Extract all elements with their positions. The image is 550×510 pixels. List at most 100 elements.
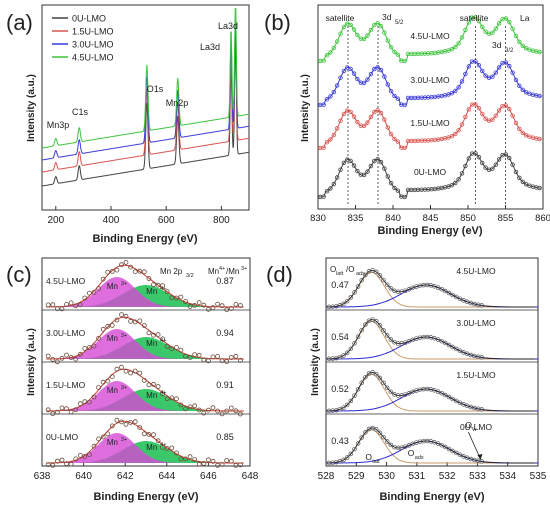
panel-b-data-point [463,163,468,169]
panel-b-xtick-label: 835 [348,213,364,224]
panel-d-rows: 4.5U-LMO 0.47 3.0U-LMO 0.54 1.5U-LMO 0.52 0U-L… [326,266,538,466]
panel-d-data-point [388,286,394,291]
panel-b-data-point [483,116,488,121]
panel-c-data-point [100,276,106,282]
panel-b: (b) Binding Energy (eV) Intensity (a.u.)… [264,4,550,237]
panel-c-sample-label: 4.5U-LMO [46,276,86,286]
panel-b-data-point [334,83,340,88]
panel-c-data-point [91,343,97,349]
panel-d-ratio-den-sub: ads [356,271,365,277]
panel-b-data-point [476,154,482,160]
panel-c-data-point [187,454,193,460]
panel-b-xtick-label: 860 [535,213,550,224]
panel-c-data-point [169,295,175,301]
panel-d-data-point [348,451,354,457]
panel-b-data-point [392,93,397,99]
panel-c-data-point [96,436,101,442]
panel-d-data-point [453,398,459,404]
panel-c-data-point [77,302,83,308]
panel-b-data-point [493,113,498,118]
panel-a-xticks: 200 400 600 800 [47,206,230,226]
panel-d-ratio-num-sub: latt [336,271,344,277]
panel-d-data-point [446,446,452,452]
panel-c-mn3-label: Mn [107,334,118,343]
panel-d-ratio-value: 0.52 [331,384,349,394]
panel-d-olatt-component [326,271,538,308]
panel-a-peak-label: La3d [200,42,220,52]
panel-d-row: 3.0U-LMO 0.54 [326,309,538,362]
panel-b-data-point [513,120,519,126]
panel-c-data-point [109,423,115,429]
panel-d-data-point [384,282,390,287]
panel-b-data-point [348,66,353,72]
panel-b-data-point [361,36,367,42]
panel-c-mn4-sup: 4+ [160,442,166,448]
panel-b-satellite-left: satellite [326,13,355,23]
panel-c-data-point [128,419,134,425]
panel-c-sample-label: 0U-LMO [46,432,79,442]
panel-b-data-point [355,168,360,174]
panel-c-row: Mn 3+Mn 4+0U-LMO 0.85 [42,413,250,468]
panel-d-ratio-value: 0.47 [331,280,349,290]
panel-d-olatt-label: O [365,452,372,462]
panel-d-data-point [359,380,364,386]
panel-d-data-point [388,389,394,395]
panel-d-data-point [446,342,452,348]
panel-c-data-point [100,434,106,440]
panel-d-data-point [355,334,361,340]
panel-b-data-point [382,30,387,35]
panel-c-data-point [45,302,51,308]
panel-b-data-point [537,136,542,142]
panel-c-data-point [50,462,56,468]
panel-b-data-point [328,50,333,55]
panel-c-ratio-value: 0.87 [216,276,234,286]
panel-c-data-point [224,408,230,414]
panel-d-data-point [337,303,343,308]
panel-d-data-point [457,452,463,457]
panel-c-data-point [160,283,166,289]
panel-b-data-point [453,88,458,94]
panel-b-data-point [341,160,347,166]
panel-d-data-point [388,442,394,448]
panel-b-data-point [331,132,336,138]
panel-b-data-point [449,47,455,52]
panel-c-data-point [164,343,170,349]
panel-d-data-point [363,430,368,435]
panel-b-data-point [324,96,330,102]
panel-d-data-point [370,317,375,322]
panel-b-reference-lines [347,26,506,205]
panel-d-data-point [381,277,386,283]
panel-d-row: 1.5U-LMO 0.52 [326,361,538,414]
panel-c-data-point [128,370,134,376]
panel-c-mn3-component [52,277,209,307]
panel-b-data-point [476,19,482,24]
panel-c-data-point [82,399,88,405]
panel-b-data-point [510,113,515,118]
panel-b-data-point [365,77,370,82]
panel-c-data-point [173,344,179,350]
panel-b-data-point [456,128,461,133]
panel-b-data-point [480,111,485,117]
panel-b-data-point [321,194,326,199]
panel-c-data-point [215,408,221,414]
panel-c-data-point [55,306,60,312]
panel-b-data-point [490,117,495,122]
panel-c-data-point [178,294,184,300]
panel-d-data-point [344,402,350,408]
panel-d-header: O latt /O ads [330,265,365,277]
panel-c-data-point [164,445,170,451]
panel-b-data-point [520,43,525,48]
panel-b-data-point [331,45,336,51]
panel-d-data-point [479,459,484,464]
panel-c-data-point [96,286,101,292]
panel-c-data-point [219,358,225,364]
panel-d-data-point [352,341,357,346]
panel-d-oads-component [326,336,538,360]
panel-c-data-point [100,379,106,385]
panel-c-mn3-label: Mn [107,386,118,395]
panel-c-data-point [215,462,221,468]
panel-c-data-point [77,401,83,407]
panel-c-data-point [237,462,243,468]
panel-b-data-point [348,158,353,164]
panel-c-data-point [64,352,69,358]
